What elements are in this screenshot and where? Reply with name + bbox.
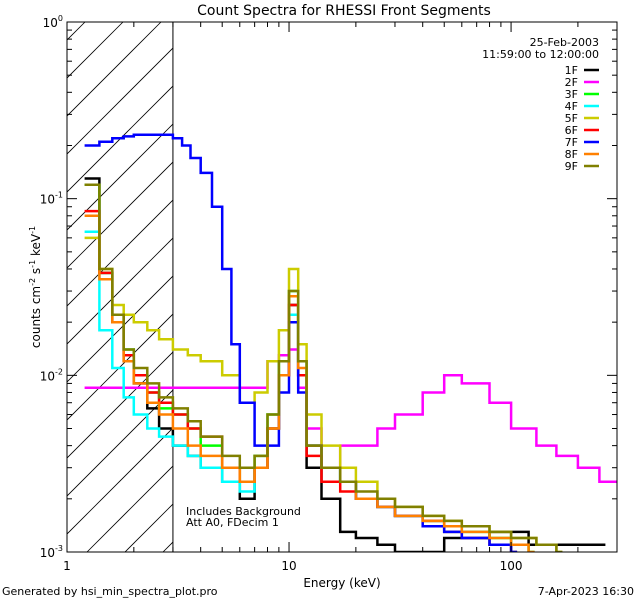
legend-label-1F: 1F: [565, 64, 578, 77]
y-axis-label: counts cm-2 s-1 keV-1: [28, 226, 43, 348]
hatch-line: [67, 427, 173, 535]
legend-label-7F: 7F: [565, 136, 578, 149]
time-range-label: 11:59:00 to 12:00:00: [482, 48, 599, 61]
legend-label-3F: 3F: [565, 88, 578, 101]
hatch-line: [67, 275, 173, 383]
series-9F-line: [84, 183, 563, 552]
hatch-line: [67, 22, 162, 117]
legend-label-2F: 2F: [565, 76, 578, 89]
x-axis-label: Energy (keV): [303, 576, 380, 590]
y-tick-label: 10-3: [40, 544, 63, 560]
y-tick-label: 10-1: [40, 191, 63, 207]
legend-label-8F: 8F: [565, 148, 578, 161]
y-tick-label: 10-2: [40, 367, 63, 383]
attenuator-hatch-region: [67, 22, 173, 552]
axis-ticks: 1 10 100 10-3 10-2 10-1 100: [40, 14, 617, 573]
hatch-line: [67, 199, 173, 307]
hatch-line: [67, 389, 173, 497]
x-tick-label: 100: [500, 559, 523, 573]
legend-label-9F: 9F: [565, 160, 578, 173]
hatch-line: [67, 237, 173, 345]
series-layer: [84, 22, 617, 552]
generator-footer: Generated by hsi_min_spectra_plot.pro: [2, 585, 218, 598]
x-tick-label: 10: [281, 559, 296, 573]
timestamp-footer: 7-Apr-2023 16:30: [538, 585, 634, 598]
legend-label-5F: 5F: [565, 112, 578, 125]
x-tick-label: 1: [63, 559, 71, 573]
hatch-line: [67, 47, 173, 155]
background-annotation: Includes Background: [186, 505, 301, 518]
hatch-line: [67, 85, 173, 193]
y-tick-label: 100: [43, 14, 63, 30]
attenuator-annotation: Att A0, FDecim 1: [186, 516, 279, 529]
plot-frame: [66, 21, 618, 553]
series-8F-line: [84, 214, 535, 552]
chart-title: Count Spectra for RHESSI Front Segments: [197, 3, 491, 19]
legend-label-4F: 4F: [565, 100, 578, 113]
legend-label-6F: 6F: [565, 124, 578, 137]
date-label: 25-Feb-2003: [530, 36, 599, 49]
